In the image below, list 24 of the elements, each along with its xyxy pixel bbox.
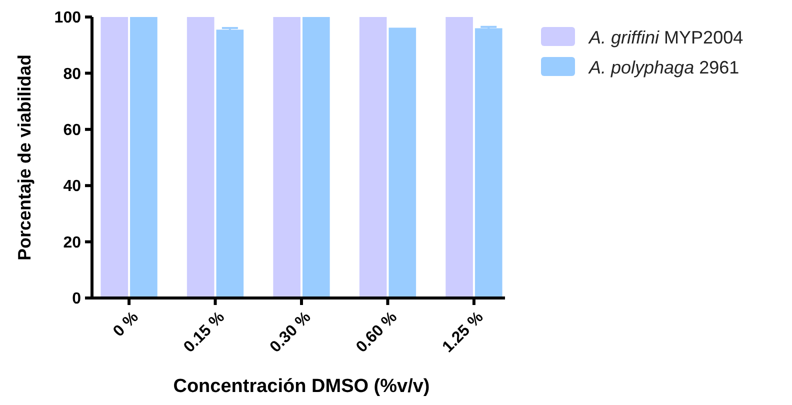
y-tick-label: 20 (63, 234, 82, 252)
bar (474, 28, 502, 298)
y-tick-label: 40 (63, 178, 82, 196)
legend-label: A. griffini MYP2004 (588, 27, 744, 48)
bar (130, 17, 158, 298)
x-tick-label: 0.60 % (353, 308, 401, 356)
x-tick-label: 0.30 % (267, 308, 314, 356)
y-axis-title: Porcentaje de viabilidad (14, 54, 34, 261)
y-tick-label: 0 (72, 290, 82, 308)
bar (273, 17, 300, 298)
bar (100, 17, 128, 298)
x-tick-label: 0.15 % (180, 308, 228, 356)
bar (359, 17, 387, 298)
bar (446, 17, 473, 298)
legend-label: A. polyphaga 2961 (588, 57, 740, 78)
bar (186, 17, 214, 298)
y-tick-label: 100 (54, 10, 82, 27)
y-tick-label: 80 (63, 66, 82, 83)
x-axis-title: Concentración DMSO (%v/v) (173, 376, 430, 397)
bar (216, 30, 244, 298)
x-tick-label: 0 % (110, 308, 142, 340)
bar (302, 17, 330, 298)
bar (388, 28, 416, 298)
y-tick-label: 60 (63, 122, 82, 139)
